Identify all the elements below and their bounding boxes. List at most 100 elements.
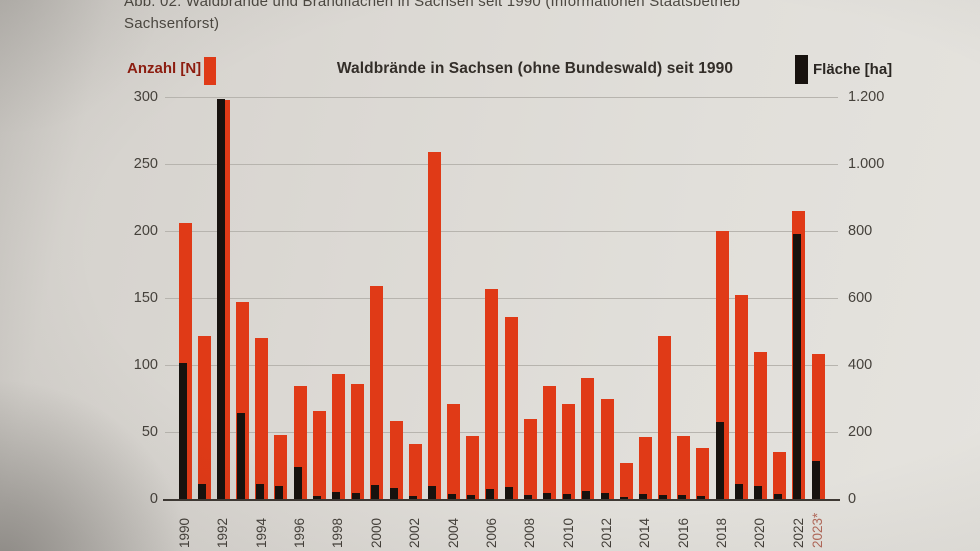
- bar-flaeche-2011: [581, 491, 590, 499]
- bar-flaeche-1995: [274, 485, 283, 499]
- x-axis-label-2016: 2016: [675, 517, 691, 548]
- gridline: [165, 231, 838, 232]
- bar-flaeche-2016: [677, 494, 686, 499]
- bar-flaeche-2018: [716, 421, 725, 499]
- bar-anzahl-2016: [677, 436, 691, 499]
- x-axis-label-2023: 2023*: [810, 512, 825, 548]
- plot-area: [163, 97, 840, 501]
- y-axis-right-tick: 0: [848, 491, 857, 507]
- legend-flaeche-label: Fläche [ha]: [813, 61, 893, 78]
- bar-anzahl-2021: [773, 452, 787, 499]
- bar-flaeche-2019: [735, 483, 744, 499]
- bar-flaeche-1997: [313, 495, 322, 499]
- gridline: [165, 365, 838, 366]
- x-axis-label-2004: 2004: [445, 517, 461, 548]
- bar-flaeche-2007: [505, 487, 514, 499]
- bar-anzahl-2012: [600, 398, 614, 499]
- bar-anzahl-1999: [351, 383, 365, 499]
- y-axis-right-tick: 400: [848, 357, 873, 373]
- bar-anzahl-2001: [389, 421, 403, 499]
- bar-flaeche-2017: [696, 495, 705, 499]
- x-axis-label-2014: 2014: [637, 517, 653, 548]
- bar-anzahl-2009: [542, 386, 556, 499]
- y-axis-left-tick: 300: [133, 89, 158, 105]
- x-axis-label-2006: 2006: [483, 517, 499, 548]
- bar-flaeche-1992: [217, 98, 226, 499]
- bar-flaeche-1999: [351, 492, 360, 499]
- y-axis-left-tick: 0: [149, 491, 158, 507]
- bar-flaeche-2015: [658, 494, 667, 499]
- bar-anzahl-2007: [504, 316, 518, 499]
- bar-anzahl-2010: [562, 403, 576, 499]
- figure-caption: Abb. 02: Waldbrände und Brandflächen in …: [124, 0, 741, 32]
- bar-flaeche-1991: [198, 483, 207, 499]
- bar-flaeche-2020: [754, 486, 763, 499]
- bar-flaeche-2005: [466, 494, 475, 499]
- y-axis-left-tick: 200: [133, 223, 158, 239]
- bar-anzahl-1998: [331, 374, 345, 499]
- x-axis-line: [163, 499, 840, 501]
- bar-flaeche-2003: [428, 485, 437, 499]
- y-axis-left-tick: 50: [141, 424, 158, 440]
- bar-anzahl-2011: [581, 378, 595, 499]
- bar-flaeche-2006: [485, 488, 494, 499]
- bar-anzahl-1994: [255, 338, 269, 499]
- x-axis-label-2002: 2002: [407, 517, 423, 548]
- bar-flaeche-1998: [332, 492, 341, 499]
- y-axis-right-tick: 600: [848, 290, 873, 306]
- bar-flaeche-1994: [255, 483, 264, 499]
- x-axis-label-2022: 2022: [790, 517, 806, 548]
- gridline: [165, 432, 838, 433]
- x-axis-label-2018: 2018: [714, 517, 730, 548]
- x-axis-label-2010: 2010: [560, 517, 576, 548]
- bar-flaeche-1990: [179, 363, 187, 499]
- bar-anzahl-2004: [447, 403, 461, 499]
- bar-flaeche-2012: [601, 493, 609, 499]
- bar-flaeche-2008: [524, 494, 533, 499]
- gridline: [165, 298, 838, 299]
- bar-anzahl-2017: [696, 448, 710, 499]
- bar-flaeche-1993: [236, 412, 245, 499]
- bar-anzahl-1997: [312, 410, 326, 499]
- bar-anzahl-2005: [466, 436, 480, 499]
- bar-flaeche-1996: [294, 467, 303, 499]
- bar-flaeche-2014: [639, 493, 648, 499]
- bar-flaeche-2023: [812, 461, 820, 499]
- bar-flaeche-2000: [370, 484, 379, 499]
- bar-flaeche-2013: [620, 496, 629, 499]
- x-axis-label-1996: 1996: [292, 517, 308, 548]
- bar-anzahl-2002: [408, 444, 422, 499]
- bar-flaeche-2004: [447, 493, 456, 499]
- bar-anzahl-2013: [619, 462, 633, 499]
- chart-title: Waldbrände in Sachsen (ohne Bundeswald) …: [336, 60, 734, 77]
- bar-anzahl-2006: [485, 288, 499, 499]
- bar-flaeche-2009: [543, 493, 552, 499]
- bar-anzahl-2019: [734, 295, 748, 499]
- legend-anzahl-swatch: [204, 57, 216, 85]
- x-axis-label-2020: 2020: [752, 517, 768, 548]
- y-axis-right-tick: 800: [848, 223, 873, 239]
- bar-anzahl-2000: [370, 285, 384, 499]
- bar-anzahl-2003: [427, 151, 441, 499]
- x-axis-label-1998: 1998: [330, 517, 346, 548]
- bar-flaeche-2022: [792, 234, 801, 499]
- bar-anzahl-2008: [523, 418, 537, 499]
- bar-flaeche-2002: [409, 496, 418, 499]
- y-axis-left-tick: 100: [133, 357, 158, 373]
- x-axis-label-1992: 1992: [215, 517, 231, 548]
- gridline: [165, 97, 838, 98]
- y-axis-right-tick: 1.000: [848, 156, 885, 172]
- legend-flaeche-swatch: [795, 55, 808, 84]
- x-axis-label-2000: 2000: [368, 517, 384, 548]
- bar-anzahl-2014: [638, 437, 652, 499]
- bar-flaeche-2021: [773, 493, 782, 499]
- gridline: [165, 164, 838, 165]
- bar-anzahl-1995: [274, 434, 288, 499]
- bar-flaeche-2010: [562, 493, 571, 499]
- y-axis-left-tick: 150: [133, 290, 158, 306]
- y-axis-right-tick: 1.200: [848, 89, 885, 105]
- bar-flaeche-2001: [390, 488, 398, 499]
- legend-anzahl-label: Anzahl [N]: [127, 60, 202, 77]
- x-axis-label-1990: 1990: [177, 517, 192, 548]
